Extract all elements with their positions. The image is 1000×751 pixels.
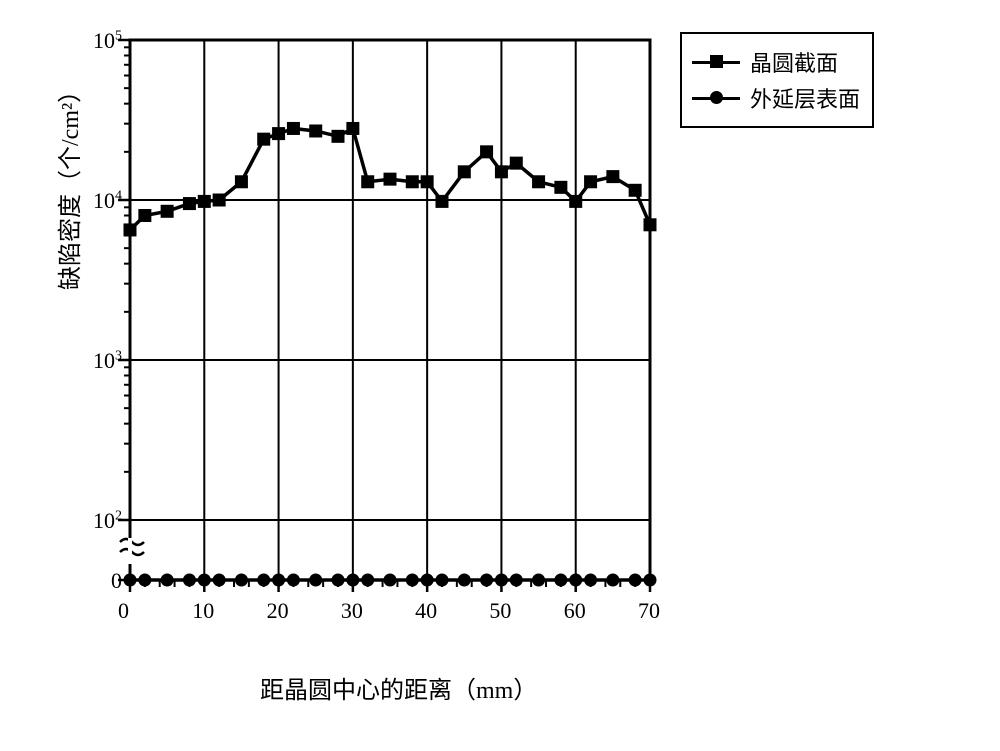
y-tick-label: 104 [72,188,122,214]
y-tick-label: 105 [72,28,122,54]
legend-marker-circle [692,86,740,110]
figure-container: 缺陷密度（个/cm²） 距晶圆中心的距离（mm） 010203040506070… [20,20,1000,731]
x-tick-label: 20 [267,598,289,624]
x-tick-label: 40 [415,598,437,624]
y-axis-label: 缺陷密度（个/cm²） [50,79,85,290]
y-tick-label: 0 [72,568,122,594]
x-tick-label: 70 [638,598,660,624]
chart-svg [60,30,660,630]
x-tick-label: 10 [192,598,214,624]
x-tick-label: 0 [118,598,129,624]
legend-label: 晶圆截面 [750,46,838,78]
x-tick-label: 60 [564,598,586,624]
legend-label: 外延层表面 [750,82,860,114]
y-tick-label: 103 [72,348,122,374]
legend: 晶圆截面 外延层表面 [680,32,874,128]
chart-area: 缺陷密度（个/cm²） 距晶圆中心的距离（mm） 010203040506070… [60,30,660,635]
legend-marker-square [692,50,740,74]
y-tick-label: 102 [72,508,122,534]
legend-item-epi-surface: 外延层表面 [692,82,860,114]
x-tick-label: 50 [489,598,511,624]
legend-item-wafer-section: 晶圆截面 [692,46,860,78]
x-tick-label: 30 [341,598,363,624]
x-axis-label: 距晶圆中心的距离（mm） [260,670,537,705]
